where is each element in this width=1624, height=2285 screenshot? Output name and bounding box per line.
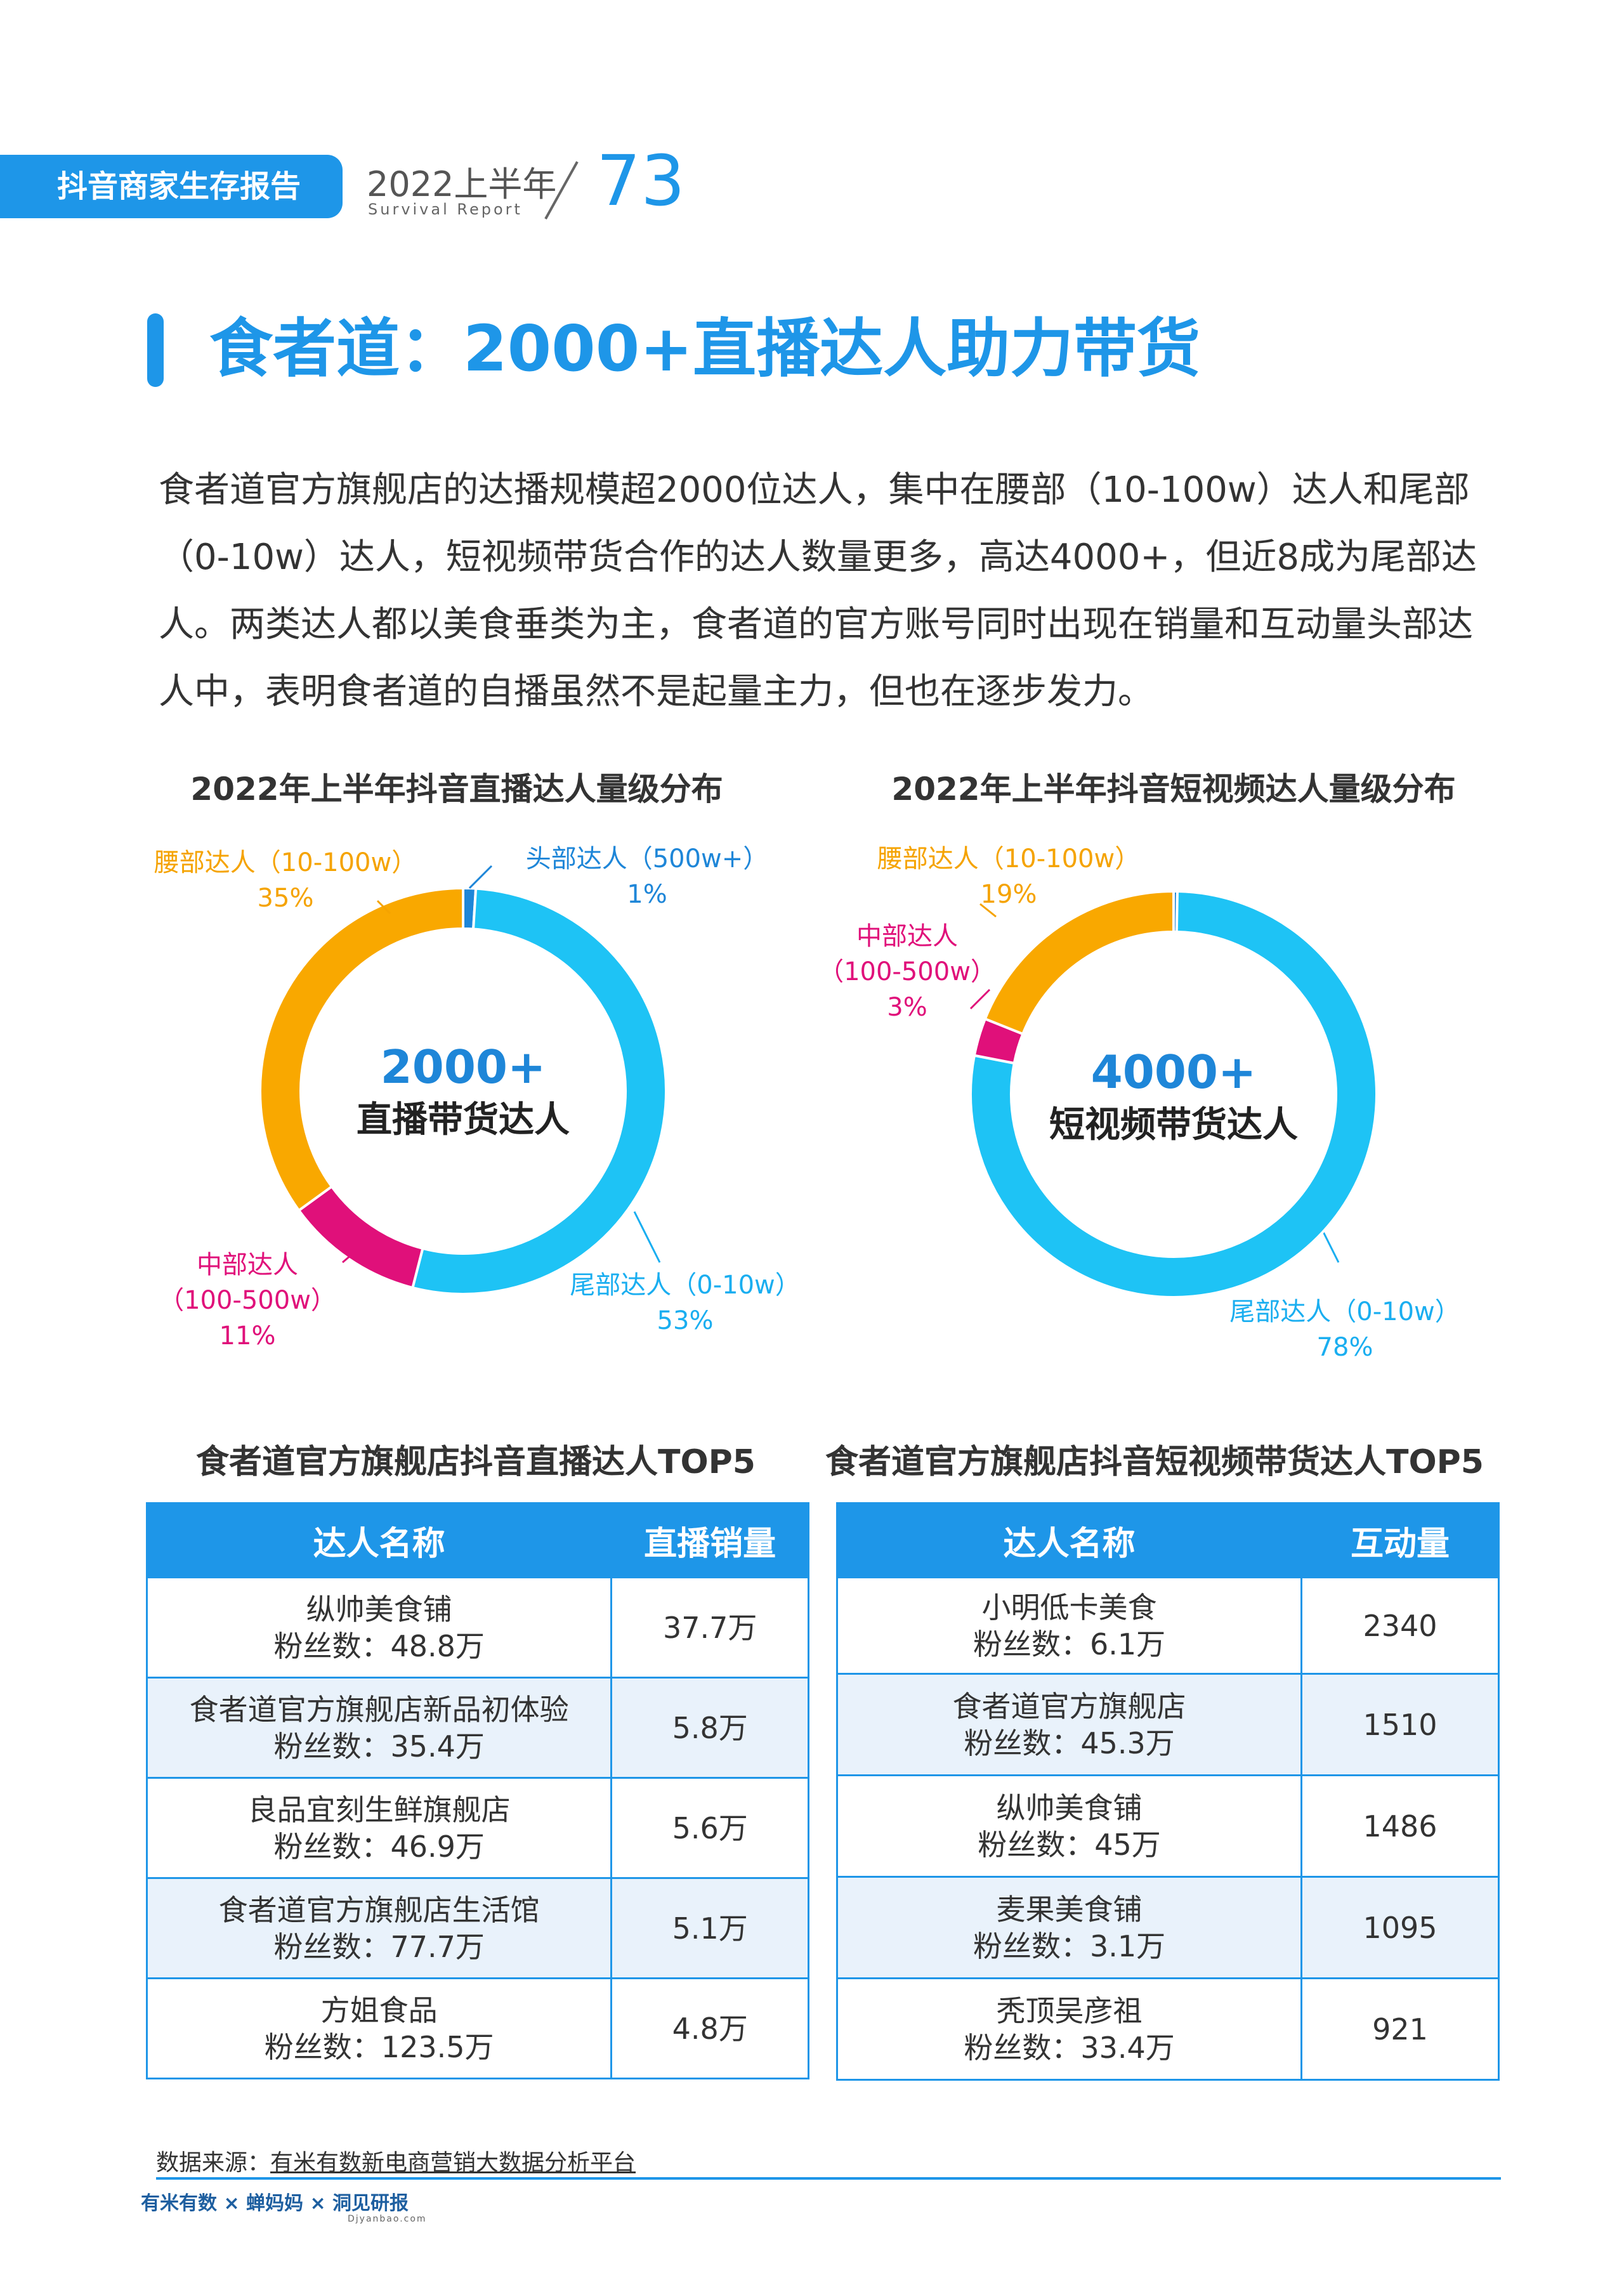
table-row: 食者道官方旗舰店 粉丝数：45.3万 1510 <box>835 1673 1500 1776</box>
donut-slice-1 <box>969 890 1378 1299</box>
live-top5-table: 达人名称 直播销量 纵帅美食铺 粉丝数：48.8万 37.7万 食者道官方旗舰店新… <box>145 1502 809 2079</box>
talent-name: 纵帅美食铺 <box>996 1790 1143 1825</box>
chart2-title: 2022年上半年抖音短视频达人量级分布 <box>891 771 1456 808</box>
page-title: 食者道：2000+直播达人助力带货 <box>209 311 1201 386</box>
report-year: 2022上半年 <box>367 164 557 204</box>
intro-paragraph: 食者道官方旗舰店的达播规模超2000位达人，集中在腰部（10-100w）达人和尾… <box>159 469 1477 712</box>
sales-value: 5.6万 <box>610 1777 809 1879</box>
chart1-center-number: 2000+ <box>380 1040 546 1094</box>
title-accent-bar <box>147 313 164 387</box>
chart2-mid-label: 中部达人 （100-500w） 3% <box>818 922 996 1022</box>
sales-value: 5.1万 <box>610 1877 809 1979</box>
talent-name: 食者道官方旗舰店 <box>952 1689 1186 1724</box>
chart2-tail-label: 尾部达人（0-10w） 78% <box>1229 1297 1460 1362</box>
table-row: 纵帅美食铺 粉丝数：45万 1486 <box>835 1774 1500 1878</box>
table-row: 良品宜刻生鲜旗舰店 粉丝数：46.9万 5.6万 <box>145 1777 809 1879</box>
live-col-value: 直播销量 <box>610 1503 809 1578</box>
table-row: 纵帅美食铺 粉丝数：48.8万 37.7万 <box>145 1576 809 1679</box>
report-subtitle: Survival Report <box>368 200 523 218</box>
video-top5-table: 达人名称 互动量 小明低卡美食 粉丝数：6.1万 2340 食者道官方旗舰店 粉丝数… <box>835 1502 1500 2081</box>
slash-divider <box>544 161 579 219</box>
talent-fans: 粉丝数：48.8万 <box>273 1628 485 1663</box>
sales-value: 4.8万 <box>610 1977 809 2079</box>
chart1-center-label: 直播带货达人 <box>357 1099 570 1141</box>
donut-slice-1 <box>410 887 667 1295</box>
video-col-value: 互动量 <box>1300 1503 1499 1578</box>
table-row: 秃顶吴彦祖 粉丝数：33.4万 921 <box>835 1977 1500 2081</box>
talent-fans: 粉丝数：123.5万 <box>264 2029 494 2064</box>
talent-name: 食者道官方旗舰店生活馆 <box>218 1892 540 1927</box>
chart2-center-number: 4000+ <box>1090 1045 1257 1099</box>
talent-name: 小明低卡美食 <box>981 1590 1157 1625</box>
table-row: 食者道官方旗舰店新品初体验 粉丝数：35.4万 5.8万 <box>145 1677 809 1779</box>
interaction-value: 1486 <box>1300 1774 1500 1878</box>
talent-fans: 粉丝数：45.3万 <box>964 1725 1175 1760</box>
footer-url: Djyanbao.com <box>348 2214 427 2224</box>
video-donut-chart <box>969 889 1378 1299</box>
interaction-value: 1510 <box>1300 1673 1500 1776</box>
talent-fans: 粉丝数：35.4万 <box>273 1729 485 1764</box>
chart1-top-label: 头部达人（500w+） 1% <box>525 844 769 909</box>
chart1-waist-label: 腰部达人（10-100w） 35% <box>154 848 417 913</box>
video-col-name: 达人名称 <box>835 1503 1302 1578</box>
video-table-title: 食者道官方旗舰店抖音短视频带货达人TOP5 <box>825 1443 1484 1481</box>
talent-name: 秃顶吴彦祖 <box>996 1993 1143 2028</box>
talent-fans: 粉丝数：33.4万 <box>964 2030 1175 2065</box>
talent-name: 良品宜刻生鲜旗舰店 <box>247 1792 511 1827</box>
footer-logos: 有米有数 × 蝉妈妈 × 洞见研报 <box>141 2192 409 2215</box>
report-name-tab: 抖音商家生存报告 <box>0 155 343 218</box>
chart1-title: 2022年上半年抖音直播达人量级分布 <box>190 771 723 808</box>
footer-divider <box>156 2177 1501 2180</box>
page-number: 73 <box>596 140 685 221</box>
sales-value: 37.7万 <box>610 1576 809 1679</box>
data-source: 数据来源：有米有数新电商营销大数据分析平台 <box>156 2144 636 2177</box>
chart1-tail-label: 尾部达人（0-10w） 53% <box>570 1271 801 1335</box>
interaction-value: 921 <box>1300 1977 1500 2081</box>
talent-name: 麦果美食铺 <box>996 1892 1143 1927</box>
talent-fans: 粉丝数：77.7万 <box>273 1929 485 1964</box>
live-table-title: 食者道官方旗舰店抖音直播达人TOP5 <box>196 1443 756 1481</box>
interaction-value: 1095 <box>1300 1876 1500 1979</box>
sales-value: 5.8万 <box>610 1677 809 1779</box>
table-row: 小明低卡美食 粉丝数：6.1万 2340 <box>835 1576 1500 1675</box>
talent-name: 食者道官方旗舰店新品初体验 <box>189 1692 569 1727</box>
table-row: 方姐食品 粉丝数：123.5万 4.8万 <box>145 1977 809 2079</box>
talent-fans: 粉丝数：46.9万 <box>273 1829 485 1864</box>
talent-fans: 粉丝数：45万 <box>978 1827 1161 1862</box>
live-col-name: 达人名称 <box>145 1503 612 1578</box>
source-label: 数据来源： <box>156 2150 271 2176</box>
talent-name: 纵帅美食铺 <box>306 1592 452 1627</box>
table-row: 麦果美食铺 粉丝数：3.1万 1095 <box>835 1876 1500 1979</box>
talent-fans: 粉丝数：3.1万 <box>972 1928 1166 1963</box>
talent-name: 方姐食品 <box>320 1993 438 2027</box>
live-donut-chart <box>259 886 667 1295</box>
chart2-center-label: 短视频带货达人 <box>1049 1104 1298 1146</box>
source-link[interactable]: 有米有数新电商营销大数据分析平台 <box>270 2150 636 2176</box>
table-row: 食者道官方旗舰店生活馆 粉丝数：77.7万 5.1万 <box>145 1877 809 1979</box>
chart1-mid-label: 中部达人 （100-500w） 11% <box>159 1250 336 1351</box>
talent-fans: 粉丝数：6.1万 <box>972 1627 1166 1661</box>
donut-slice-3 <box>983 889 1175 1036</box>
interaction-value: 2340 <box>1300 1576 1500 1675</box>
chart2-waist-label: 腰部达人（10-100w） 19% <box>877 844 1141 909</box>
donut-slice-3 <box>259 886 464 1212</box>
